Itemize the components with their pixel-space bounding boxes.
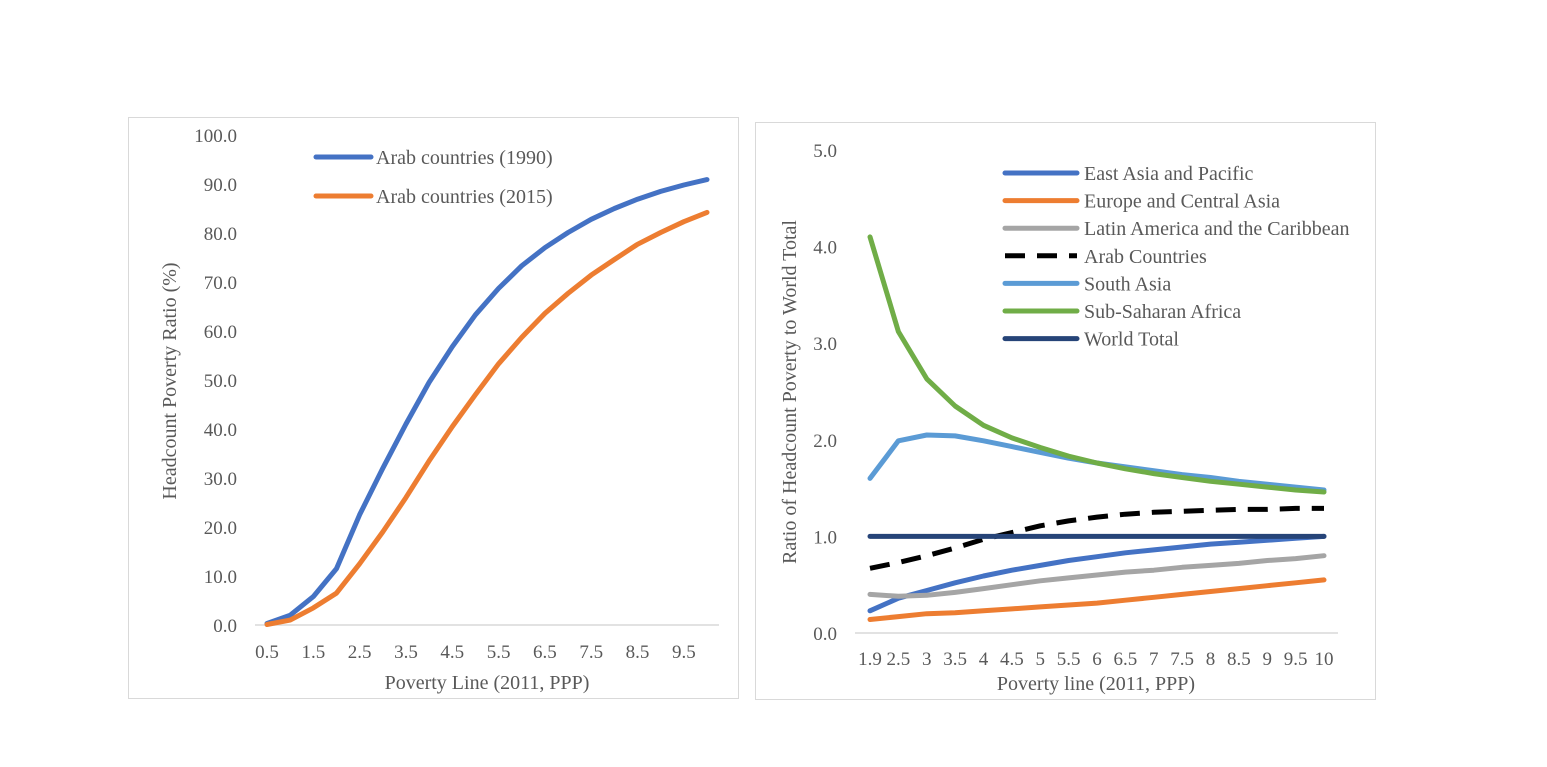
x-tick-label: 0.5: [255, 642, 279, 663]
x-tick-label: 1.9: [858, 649, 882, 670]
series-line: [264, 177, 710, 626]
x-tick-label: 10: [1315, 649, 1334, 670]
y-axis-title: Ratio of Headcount Poverty to World Tota…: [779, 220, 801, 564]
x-tick-label: 4.5: [1000, 649, 1024, 670]
y-tick-label: 0.0: [813, 624, 837, 645]
y-tick-label: 100.0: [194, 126, 237, 147]
legend-label: East Asia and Pacific: [1084, 163, 1254, 185]
x-tick-label: 6: [1092, 649, 1102, 670]
y-tick-label: 40.0: [204, 420, 237, 441]
y-tick-label: 70.0: [204, 273, 237, 294]
series-line: [867, 234, 1327, 495]
x-tick-label: 7: [1149, 649, 1159, 670]
x-tick-label: 8: [1206, 649, 1216, 670]
legend-label: South Asia: [1084, 273, 1171, 295]
x-tick-label: 5.5: [487, 642, 511, 663]
x-tick-label: 9.5: [1284, 649, 1308, 670]
x-tick-label: 1.5: [301, 642, 325, 663]
y-tick-label: 5.0: [813, 141, 837, 162]
y-tick-label: 60.0: [204, 322, 237, 343]
x-tick-label: 3.5: [394, 642, 418, 663]
y-tick-label: 3.0: [813, 334, 837, 355]
x-tick-label: 2.5: [887, 649, 911, 670]
y-tick-label: 0.0: [213, 616, 237, 637]
x-tick-label: 8.5: [1227, 649, 1251, 670]
x-tick-label: 8.5: [626, 642, 650, 663]
x-tick-label: 3.5: [943, 649, 967, 670]
series-line: [869, 505, 1324, 571]
x-tick-label: 7.5: [1170, 649, 1194, 670]
x-tick-label: 5: [1036, 649, 1046, 670]
series-line: [867, 553, 1327, 599]
legend-label: Europe and Central Asia: [1084, 191, 1280, 213]
x-tick-label: 6.5: [533, 642, 557, 663]
x-tick-label: 5.5: [1057, 649, 1081, 670]
legend-label: Arab Countries: [1084, 246, 1207, 268]
y-tick-label: 80.0: [204, 224, 237, 245]
series-line: [867, 533, 1327, 614]
x-axis-title: Poverty line (2011, PPP): [997, 673, 1195, 695]
x-tick-label: 2.5: [348, 642, 372, 663]
y-axis-title: Headcount Poverty Ratio (%): [159, 262, 181, 499]
y-tick-label: 90.0: [204, 175, 237, 196]
x-tick-label: 3: [922, 649, 932, 670]
chart-panel-left: [128, 117, 739, 699]
series-line: [264, 209, 710, 627]
y-tick-label: 1.0: [813, 527, 837, 548]
y-tick-label: 4.0: [813, 238, 837, 259]
x-tick-label: 4: [979, 649, 989, 670]
y-tick-label: 30.0: [204, 469, 237, 490]
y-tick-label: 20.0: [204, 518, 237, 539]
x-tick-label: 4.5: [440, 642, 464, 663]
x-tick-label: 9: [1263, 649, 1273, 670]
legend-label: Arab countries (2015): [376, 186, 553, 208]
x-tick-label: 7.5: [579, 642, 603, 663]
series-line: [867, 577, 1327, 622]
y-tick-label: 10.0: [204, 567, 237, 588]
legend-label: Sub-Saharan Africa: [1084, 301, 1241, 323]
x-tick-label: 6.5: [1114, 649, 1138, 670]
y-tick-label: 50.0: [204, 371, 237, 392]
legend-label: Latin America and the Caribbean: [1084, 218, 1349, 240]
x-tick-label: 9.5: [672, 642, 696, 663]
legend-label: Arab countries (1990): [376, 147, 553, 169]
x-axis-title: Poverty Line (2011, PPP): [385, 672, 590, 694]
legend-label: World Total: [1084, 329, 1179, 351]
y-tick-label: 2.0: [813, 431, 837, 452]
